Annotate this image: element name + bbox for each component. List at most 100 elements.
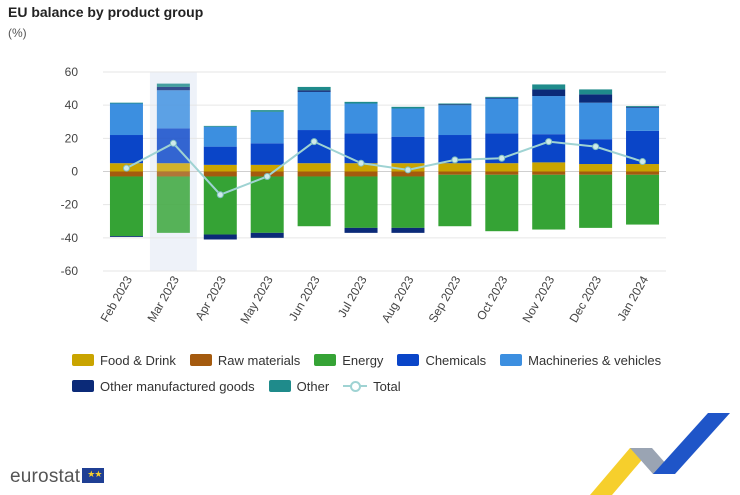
legend-swatch — [500, 354, 523, 366]
y-tick-label: 40 — [65, 98, 79, 112]
bar-food-drink — [532, 162, 566, 172]
legend-swatch — [189, 354, 212, 366]
y-tick-label: -40 — [61, 231, 79, 245]
bar-other-manufactured-goods — [297, 90, 331, 92]
total-point — [404, 166, 412, 174]
bar-other — [579, 89, 613, 95]
bar-machineries-vehicles — [250, 111, 284, 144]
bar-chemicals — [579, 139, 613, 165]
legend-swatch — [343, 380, 368, 392]
total-point — [310, 138, 318, 146]
x-tick-label: Jun 2023 — [286, 273, 323, 323]
legend-label: Total — [373, 378, 401, 394]
bar-other — [438, 103, 472, 105]
bar-food-drink — [438, 163, 472, 172]
bar-machineries-vehicles — [109, 103, 143, 136]
y-axis-unit: (%) — [8, 26, 27, 40]
bar-raw-materials — [532, 171, 566, 175]
bar-other — [250, 110, 284, 112]
total-point — [545, 138, 553, 146]
bar-raw-materials — [156, 171, 190, 177]
bar-other-manufactured-goods — [203, 234, 237, 240]
total-point — [592, 143, 600, 151]
legend-swatch — [268, 380, 291, 392]
bar-energy — [250, 176, 284, 233]
bar-other — [626, 105, 660, 107]
bar-raw-materials — [109, 171, 143, 177]
total-point — [263, 172, 271, 180]
chart-canvas: 60 40 20 0 -20 -40 -60 Feb 2023 Mar 2023 Apr 2023… — [61, 65, 666, 326]
bar-chemicals — [203, 146, 237, 165]
bar-other — [532, 84, 566, 90]
yellow-stripe — [590, 448, 652, 495]
legend-item-other[interactable]: Other — [268, 373, 330, 399]
bar-other-manufactured-goods — [438, 104, 472, 106]
bar-energy — [626, 174, 660, 225]
x-tick-label: Jan 2024 — [614, 273, 651, 323]
y-tick-label: 0 — [71, 165, 78, 179]
blue-stripe — [653, 413, 730, 474]
bar-other-manufactured-goods — [626, 106, 660, 108]
x-tick-label: Feb 2023 — [98, 273, 136, 324]
bar-other — [344, 101, 378, 104]
bar-chemicals — [250, 143, 284, 165]
bar-energy — [438, 174, 472, 227]
legend-item-food-drink[interactable]: Food & Drink — [72, 347, 176, 373]
x-tick-label: Apr 2023 — [192, 273, 229, 322]
legend-label: Raw materials — [217, 352, 301, 368]
logo-text: eurostat — [10, 466, 81, 487]
bar-other — [156, 83, 190, 87]
eu-flag-icon: ★★ — [82, 468, 105, 483]
legend-item-raw-materials[interactable]: Raw materials — [189, 347, 301, 373]
total-line — [125, 140, 643, 196]
bar-other — [109, 102, 143, 104]
y-tick-label: -20 — [61, 198, 79, 212]
bar-other — [297, 86, 331, 91]
bar-energy — [391, 176, 425, 228]
bar-other-manufactured-goods — [250, 232, 284, 238]
legend-label: Other — [296, 378, 330, 394]
bar-raw-materials — [485, 171, 519, 175]
bar-machineries-vehicles — [391, 108, 425, 137]
legend-item-total[interactable]: Total — [343, 373, 401, 399]
bar-machineries-vehicles — [297, 91, 331, 131]
bar-energy — [203, 176, 237, 235]
legend-item-chemicals[interactable]: Chemicals — [397, 347, 486, 373]
bar-machineries-vehicles — [579, 102, 613, 140]
bar-machineries-vehicles — [532, 96, 566, 135]
legend-label: Other manufactured goods — [100, 378, 255, 394]
bar-raw-materials — [297, 171, 331, 177]
x-tick-label: Sep 2023 — [426, 273, 464, 325]
x-tick-label: Dec 2023 — [566, 273, 604, 325]
legend-swatch — [72, 380, 94, 392]
legend-label: Chemicals — [425, 352, 487, 368]
bar-other-manufactured-goods — [344, 227, 378, 233]
legend: Food & Drink Raw materials Energy Chemicals… — [72, 347, 712, 399]
bar-machineries-vehicles — [156, 90, 190, 129]
bar-food-drink — [485, 163, 519, 172]
eurostat-logo: eurostat ★★ — [10, 466, 105, 488]
bar-food-drink — [156, 163, 190, 172]
total-point — [357, 159, 365, 167]
legend-label: Food & Drink — [100, 352, 176, 368]
bar-other-manufactured-goods — [532, 89, 566, 97]
bar-other-manufactured-goods — [485, 97, 519, 99]
bar-energy — [344, 176, 378, 228]
legend-swatch — [72, 354, 94, 366]
x-tick-label: Oct 2023 — [474, 273, 511, 322]
x-tick-label: Aug 2023 — [379, 273, 417, 325]
legend-item-machineries-vehicles[interactable]: Machineries & vehicles — [500, 347, 661, 373]
bar-machineries-vehicles — [485, 98, 519, 134]
x-tick-label: May 2023 — [237, 273, 276, 326]
bar-machineries-vehicles — [203, 126, 237, 147]
total-point — [122, 164, 130, 172]
decorative-chevrons — [590, 413, 730, 495]
legend-item-other-manufactured-goods[interactable]: Other manufactured goods — [72, 373, 255, 399]
bar-energy — [297, 176, 331, 227]
bar-machineries-vehicles — [344, 103, 378, 134]
bar-other — [485, 96, 519, 98]
chart-title: EU balance by product group — [8, 4, 204, 20]
bar-chemicals — [109, 135, 143, 164]
legend-swatch — [314, 354, 337, 366]
legend-item-energy[interactable]: Energy — [314, 347, 383, 373]
